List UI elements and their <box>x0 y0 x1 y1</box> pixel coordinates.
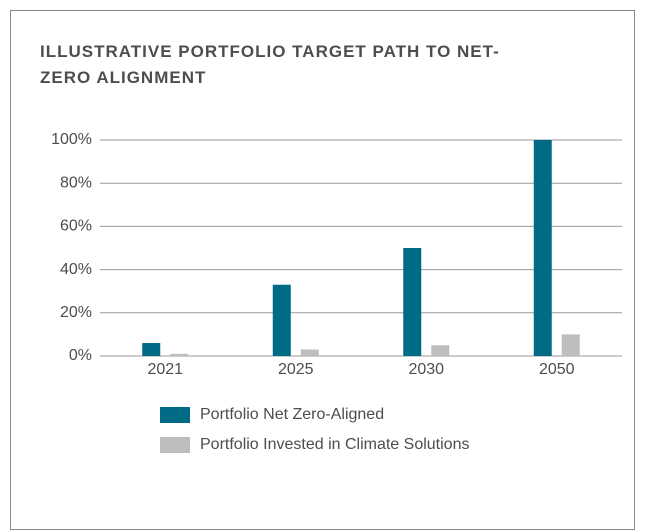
y-tick-label: 60% <box>60 218 92 235</box>
x-tick-label: 2021 <box>147 361 183 378</box>
x-tick-label: 2050 <box>539 361 575 378</box>
bar <box>170 353 189 356</box>
y-tick-label: 20% <box>60 304 92 321</box>
page: ILLUSTRATIVE PORTFOLIO TARGET PATH TO NE… <box>10 10 635 530</box>
legend-swatch <box>160 437 190 453</box>
y-tick-label: 0% <box>69 347 92 364</box>
bar <box>533 140 552 356</box>
bar <box>142 343 161 356</box>
x-tick-label: 2025 <box>278 361 314 378</box>
legend-swatch <box>160 407 190 423</box>
chart: 0% 20% 40% 60% 80% 100% 2021 2025 2030 2050 Portfo… <box>51 131 622 453</box>
bar <box>403 248 422 356</box>
y-tick-label: 100% <box>51 131 92 148</box>
bar <box>272 284 291 356</box>
x-tick-label: 2030 <box>408 361 444 378</box>
chart-title: ILLUSTRATIVE PORTFOLIO TARGET PATH TO NE… <box>40 42 500 87</box>
bar <box>300 349 319 356</box>
y-tick-label: 80% <box>60 174 92 191</box>
legend-label: Portfolio Invested in Climate Solutions <box>200 436 469 453</box>
bar <box>561 334 580 356</box>
legend-label: Portfolio Net Zero-Aligned <box>200 406 384 423</box>
y-tick-label: 40% <box>60 261 92 278</box>
bar <box>431 345 450 356</box>
